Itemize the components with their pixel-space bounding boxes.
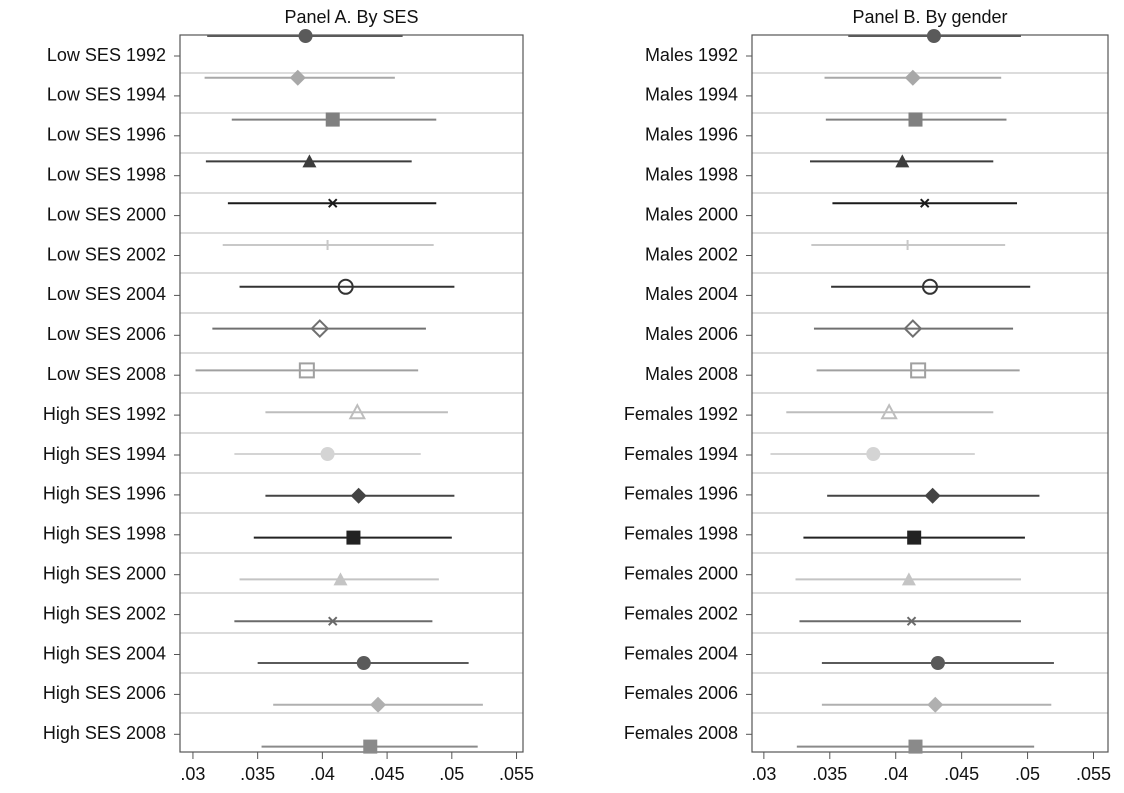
y-tick-label: Males 1992 — [645, 45, 738, 65]
y-tick-label: Low SES 2006 — [47, 324, 166, 344]
x-tick-label: .05 — [439, 764, 464, 784]
y-tick-label: Males 1998 — [645, 164, 738, 184]
x-tick-label: .045 — [944, 764, 979, 784]
y-tick-label: High SES 1996 — [43, 484, 166, 504]
marker — [908, 112, 923, 127]
marker — [902, 240, 913, 250]
marker — [328, 616, 338, 626]
y-tick-label: Low SES 1996 — [47, 125, 166, 145]
marker — [910, 362, 927, 379]
x-tick-label: .035 — [812, 764, 847, 784]
x-tick-label: .045 — [370, 764, 405, 784]
y-tick-label: Low SES 1998 — [47, 164, 166, 184]
y-tick-label: High SES 1994 — [43, 444, 166, 464]
y-tick-label: Males 2002 — [645, 244, 738, 264]
y-tick-label: Females 1996 — [624, 484, 738, 504]
marker — [908, 739, 923, 754]
y-tick-label: High SES 1992 — [43, 404, 166, 424]
y-tick-label: High SES 2006 — [43, 683, 166, 703]
y-tick-label: Females 2004 — [624, 643, 738, 663]
marker — [370, 696, 387, 713]
marker — [302, 154, 317, 168]
marker — [333, 572, 348, 586]
marker — [866, 447, 881, 461]
panel-title: Panel B. By gender — [852, 7, 1007, 27]
marker — [930, 656, 945, 670]
marker — [920, 198, 930, 208]
marker — [337, 278, 354, 295]
y-tick-label: Low SES 2008 — [47, 364, 166, 384]
y-tick-label: Low SES 2004 — [47, 284, 166, 304]
marker — [901, 572, 916, 586]
marker — [298, 362, 315, 379]
marker — [348, 403, 366, 420]
marker — [325, 112, 340, 127]
marker — [310, 319, 330, 339]
y-tick-label: High SES 2000 — [43, 563, 166, 583]
x-tick-label: .055 — [1076, 764, 1111, 784]
marker — [924, 487, 941, 504]
y-tick-label: Low SES 2002 — [47, 244, 166, 264]
marker — [926, 29, 941, 43]
x-tick-label: .04 — [883, 764, 908, 784]
marker — [907, 530, 922, 545]
x-tick-label: .035 — [240, 764, 275, 784]
marker — [880, 403, 898, 420]
y-tick-label: High SES 1998 — [43, 524, 166, 544]
y-tick-label: Females 2008 — [624, 723, 738, 743]
y-tick-label: Females 2000 — [624, 563, 738, 583]
x-tick-label: .04 — [310, 764, 335, 784]
panel-title: Panel A. By SES — [284, 7, 418, 27]
x-tick-label: .055 — [499, 764, 534, 784]
marker — [322, 240, 333, 250]
y-tick-label: High SES 2008 — [43, 723, 166, 743]
y-tick-label: Females 1992 — [624, 404, 738, 424]
y-tick-label: High SES 2004 — [43, 643, 166, 663]
marker — [320, 447, 335, 461]
marker — [903, 319, 923, 339]
y-tick-label: Males 2004 — [645, 284, 738, 304]
marker — [906, 616, 917, 626]
x-tick-label: .03 — [751, 764, 776, 784]
x-tick-label: .05 — [1015, 764, 1040, 784]
y-tick-label: Males 1996 — [645, 125, 738, 145]
y-tick-label: Low SES 1992 — [47, 45, 166, 65]
y-tick-label: Females 2002 — [624, 603, 738, 623]
marker — [350, 487, 367, 504]
marker — [363, 739, 378, 754]
marker — [922, 278, 938, 295]
marker — [328, 198, 338, 208]
marker — [298, 29, 313, 43]
x-tick-label: .03 — [180, 764, 205, 784]
marker — [895, 154, 910, 168]
y-tick-label: Males 1994 — [645, 85, 738, 105]
y-tick-label: Males 2006 — [645, 324, 738, 344]
y-tick-label: Males 2000 — [645, 204, 738, 224]
marker — [289, 69, 306, 86]
y-tick-label: Males 2008 — [645, 364, 738, 384]
marker — [927, 696, 944, 713]
y-tick-label: Females 1994 — [624, 444, 738, 464]
y-tick-label: Low SES 2000 — [47, 204, 166, 224]
marker — [346, 530, 361, 545]
y-tick-label: Females 1998 — [624, 524, 738, 544]
y-tick-label: Females 2006 — [624, 683, 738, 703]
y-tick-label: High SES 2002 — [43, 603, 166, 623]
y-tick-label: Low SES 1994 — [47, 85, 166, 105]
marker — [356, 656, 371, 670]
marker — [904, 69, 921, 86]
